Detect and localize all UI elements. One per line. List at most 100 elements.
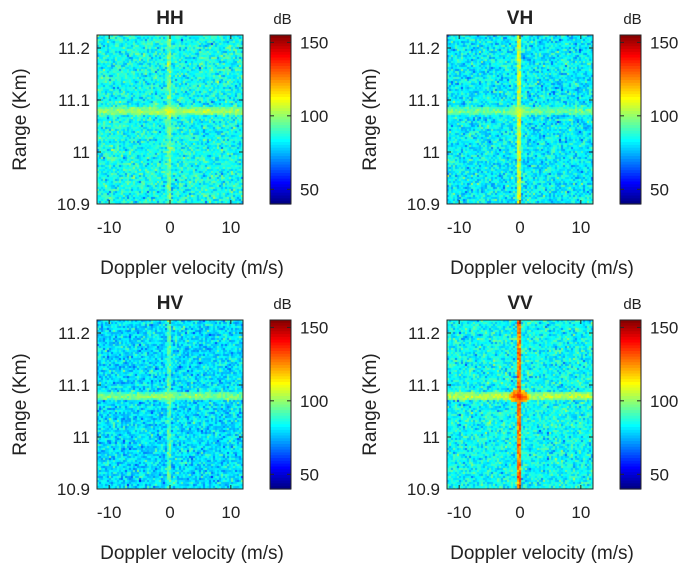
colorbar-step: [270, 158, 291, 163]
colorbar-step: [270, 387, 291, 392]
colorbar-step: [270, 424, 291, 428]
y-tick-label: 11: [422, 428, 440, 447]
colorbar-step: [270, 192, 291, 197]
colorbar-step: [270, 51, 291, 56]
colorbar-step: [270, 396, 291, 400]
colorbar-tick-label: 50: [300, 180, 319, 199]
colorbar-step: [620, 486, 641, 490]
colorbar-step: [270, 37, 291, 42]
x-tick-label: 10: [571, 218, 590, 237]
colorbar-tick-label: 50: [650, 180, 669, 199]
colorbar-step: [620, 150, 641, 154]
colorbar-step: [620, 170, 641, 174]
colorbar-step: [620, 201, 641, 205]
colorbar-step: [620, 441, 641, 445]
colorbar-step: [270, 130, 291, 135]
colorbar-step: [620, 396, 641, 400]
colorbar-step: [620, 40, 641, 45]
panel-vh: -10 0 10 10.9 11 11.1 11.2 VH Doppler velocity (…: [360, 8, 678, 279]
colorbar-step: [620, 198, 641, 202]
colorbar-step: [270, 85, 291, 90]
colorbar-step: [620, 158, 641, 163]
colorbar: 50 100 150 dB: [269, 11, 328, 205]
colorbar-step: [620, 125, 641, 129]
colorbar-step: [620, 49, 641, 53]
y-tick-label: 10.9: [407, 480, 440, 499]
colorbar-step: [620, 410, 641, 414]
colorbar-step: [620, 458, 641, 462]
colorbar-step: [620, 384, 641, 389]
colorbar-step: [620, 136, 641, 140]
colorbar-step: [620, 435, 641, 439]
colorbar-step: [270, 373, 291, 377]
colorbar-step: [620, 480, 641, 484]
colorbar-step: [270, 99, 291, 104]
colorbar-step: [270, 147, 291, 152]
colorbar-step: [270, 108, 291, 112]
colorbar-step: [620, 393, 641, 397]
colorbar-step: [620, 348, 641, 352]
colorbar-step: [620, 108, 641, 112]
panel-vv: -10 0 10 10.9 11 11.1 11.2 VV Doppler velocity (…: [360, 293, 678, 564]
colorbar-step: [620, 398, 641, 403]
colorbar-step: [270, 139, 291, 143]
colorbar-step: [270, 449, 291, 453]
colorbar-step: [620, 65, 641, 70]
heatmap-cells: [97, 35, 243, 204]
colorbar-step: [620, 80, 641, 84]
x-tick-label: -10: [447, 503, 472, 522]
colorbar-step: [620, 91, 641, 95]
colorbar-step: [620, 429, 641, 434]
colorbar-step: [620, 336, 641, 341]
y-axis-label: Range (Km): [360, 68, 381, 170]
colorbar-step: [620, 463, 641, 468]
colorbar-step: [620, 365, 641, 369]
colorbar-step: [620, 63, 641, 67]
colorbar-step: [620, 60, 641, 64]
colorbar-step: [620, 133, 641, 137]
colorbar-step: [620, 387, 641, 392]
y-tick-label: 10.9: [57, 195, 90, 214]
x-tick-label: -10: [447, 218, 472, 237]
colorbar-step: [620, 68, 641, 73]
colorbar-unit: dB: [623, 296, 641, 313]
colorbar-step: [270, 322, 291, 327]
colorbar-step: [620, 142, 641, 146]
colorbar-step: [270, 167, 291, 171]
colorbar-step: [270, 43, 291, 47]
colorbar-step: [620, 144, 641, 149]
colorbar-step: [620, 342, 641, 346]
colorbar-step: [620, 381, 641, 386]
x-tick-label: 0: [515, 503, 524, 522]
colorbar-step: [620, 356, 641, 361]
colorbar-step: [620, 139, 641, 143]
colorbar-step: [620, 401, 641, 406]
colorbar-tick-label: 150: [650, 318, 678, 337]
colorbar-step: [620, 175, 641, 180]
y-tick-label: 11.2: [58, 324, 90, 343]
colorbar-step: [270, 331, 291, 335]
panel-title: HV: [157, 293, 184, 314]
colorbar-step: [270, 390, 291, 394]
colorbar-step: [620, 359, 641, 363]
colorbar-step: [620, 455, 641, 459]
colorbar-step: [270, 472, 291, 476]
colorbar-step: [270, 195, 291, 199]
x-tick-label: 10: [221, 503, 240, 522]
colorbar-step: [270, 339, 291, 344]
colorbar-step: [270, 150, 291, 154]
colorbar-step: [270, 125, 291, 129]
colorbar-step: [620, 376, 641, 380]
colorbar-step: [620, 418, 641, 422]
colorbar-step: [270, 458, 291, 462]
colorbar-step: [270, 359, 291, 363]
colorbar-step: [270, 40, 291, 45]
colorbar-step: [620, 184, 641, 188]
colorbar-step: [270, 469, 291, 473]
colorbar-step: [620, 102, 641, 107]
colorbar-step: [270, 348, 291, 352]
colorbar-step: [620, 122, 641, 126]
colorbar-step: [270, 35, 291, 39]
colorbar-step: [620, 161, 641, 166]
